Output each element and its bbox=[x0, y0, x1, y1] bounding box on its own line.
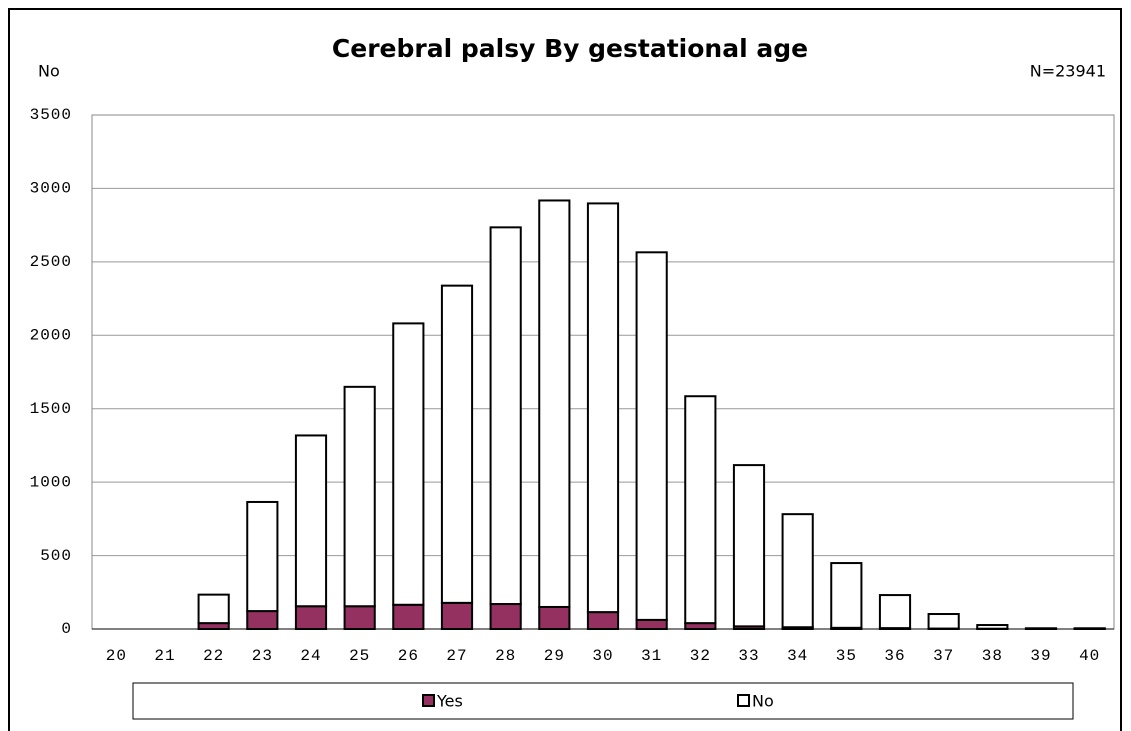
bar-segment bbox=[976, 624, 1009, 630]
x-tick-label: 35 bbox=[836, 647, 857, 665]
legend-label: No bbox=[752, 692, 774, 711]
bar-segment bbox=[586, 202, 620, 614]
bar-segment bbox=[440, 601, 474, 631]
y-tick-label: 500 bbox=[40, 547, 72, 565]
x-tick-label: 29 bbox=[544, 647, 565, 665]
y-tick-label: 3500 bbox=[30, 106, 72, 124]
bar-segment bbox=[392, 322, 425, 606]
x-tick-label: 39 bbox=[1030, 647, 1051, 665]
frame bbox=[8, 8, 1122, 731]
bar-segment bbox=[538, 199, 571, 608]
bar-segment bbox=[732, 464, 766, 628]
x-tick-label: 23 bbox=[252, 647, 273, 665]
bar-segment bbox=[489, 226, 522, 606]
bar-segment bbox=[246, 610, 279, 631]
y-tick-label: 3000 bbox=[30, 180, 72, 198]
bar-segment bbox=[197, 593, 230, 625]
y-tick-label: 2000 bbox=[30, 327, 72, 345]
x-tick-label: 27 bbox=[446, 647, 467, 665]
y-axis-label: No bbox=[38, 62, 60, 81]
x-tick-label: 21 bbox=[154, 647, 175, 665]
bar-segment bbox=[343, 605, 376, 630]
legend-swatch bbox=[737, 694, 750, 707]
bar-segment bbox=[343, 385, 376, 608]
bar-segment bbox=[684, 395, 717, 625]
bar-segment bbox=[538, 605, 571, 631]
y-tick-label: 1000 bbox=[30, 473, 72, 491]
x-tick-label: 22 bbox=[203, 647, 224, 665]
legend-box bbox=[132, 682, 1074, 720]
legend-swatch bbox=[422, 694, 435, 707]
bar-segment bbox=[586, 611, 620, 631]
y-tick-label: 1500 bbox=[30, 400, 72, 418]
x-tick-label: 28 bbox=[495, 647, 516, 665]
bar-segment bbox=[927, 613, 960, 630]
x-tick-label: 38 bbox=[982, 647, 1003, 665]
bar-segment bbox=[635, 618, 668, 630]
bar-segment bbox=[440, 284, 474, 604]
bar-segment bbox=[294, 605, 328, 630]
bar-segment bbox=[294, 434, 328, 608]
x-tick-label: 34 bbox=[787, 647, 808, 665]
bar-segment bbox=[878, 594, 912, 630]
annotation: N=23941 bbox=[1030, 62, 1106, 81]
legend-label: Yes bbox=[436, 692, 463, 711]
y-tick-label: 0 bbox=[61, 620, 72, 638]
x-tick-label: 33 bbox=[738, 647, 759, 665]
chart-title: Cerebral palsy By gestational age bbox=[332, 34, 808, 63]
x-tick-label: 37 bbox=[933, 647, 954, 665]
x-tick-label: 20 bbox=[106, 647, 127, 665]
bar-segment bbox=[830, 562, 863, 629]
x-tick-label: 26 bbox=[398, 647, 419, 665]
x-tick-label: 40 bbox=[1079, 647, 1100, 665]
x-tick-label: 24 bbox=[300, 647, 321, 665]
bar-segment bbox=[246, 500, 279, 613]
x-tick-label: 25 bbox=[349, 647, 370, 665]
y-tick-label: 2500 bbox=[30, 253, 72, 271]
bar-segment bbox=[489, 603, 522, 631]
bar-segment bbox=[781, 513, 814, 629]
x-tick-label: 36 bbox=[884, 647, 905, 665]
x-tick-label: 30 bbox=[592, 647, 613, 665]
bar-segment bbox=[392, 603, 425, 630]
x-tick-label: 31 bbox=[641, 647, 662, 665]
x-tick-label: 32 bbox=[690, 647, 711, 665]
bar-segment bbox=[635, 251, 668, 621]
